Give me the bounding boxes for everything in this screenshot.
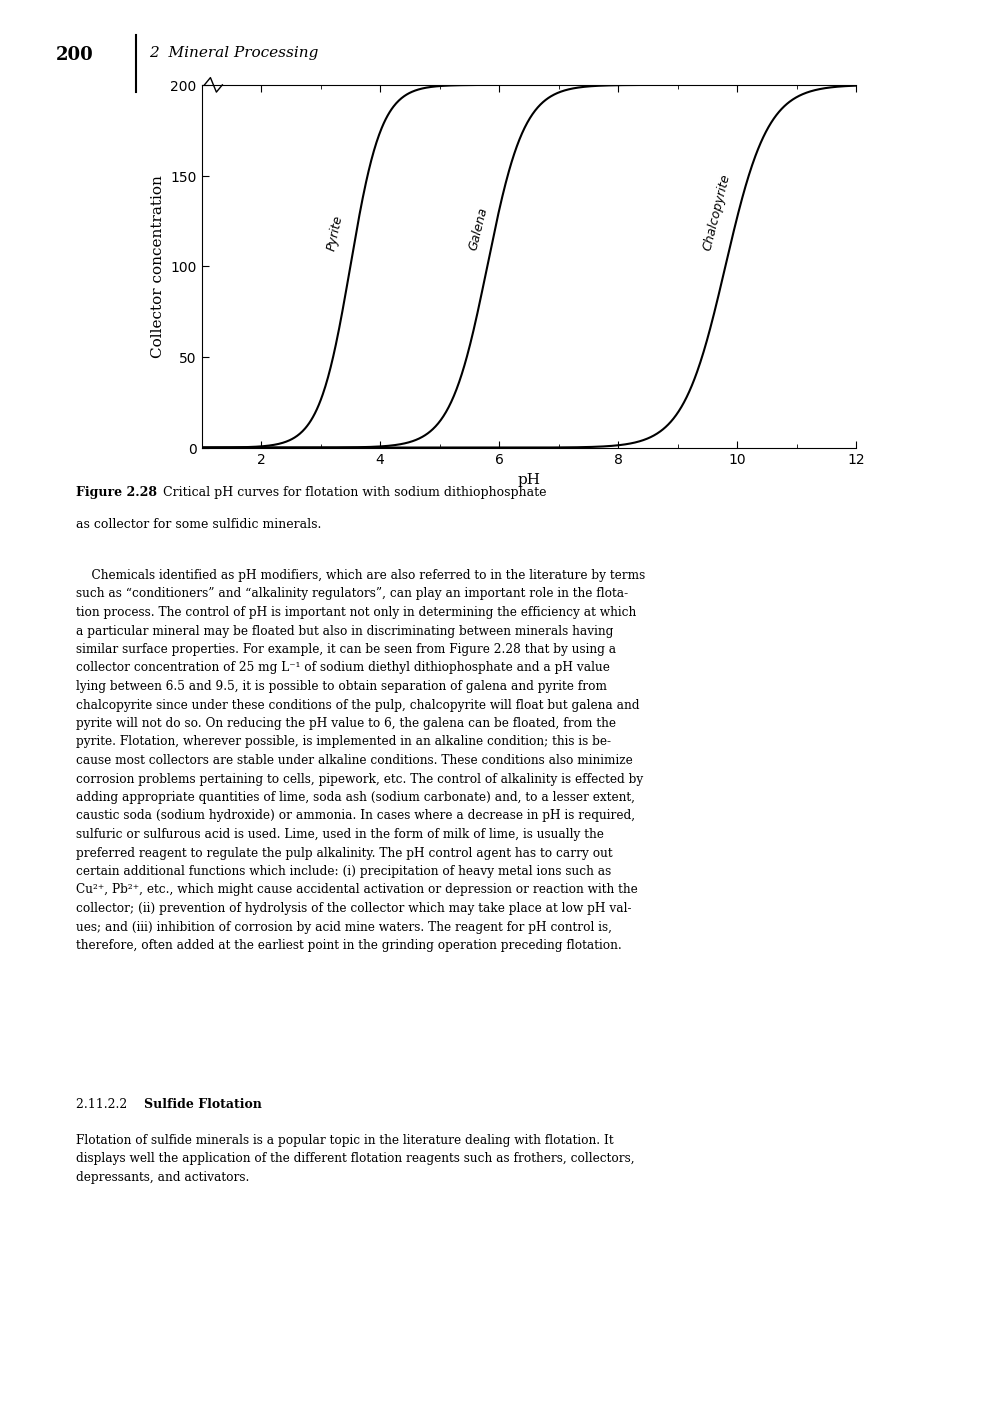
Text: 2.11.2.2: 2.11.2.2 <box>76 1098 135 1111</box>
Text: 2  Mineral Processing: 2 Mineral Processing <box>149 46 318 60</box>
Text: 200: 200 <box>55 46 93 64</box>
Text: Critical pH curves for flotation with sodium dithiophosphate: Critical pH curves for flotation with so… <box>151 486 547 499</box>
Text: Pyrite: Pyrite <box>325 215 345 252</box>
Text: Galena: Galena <box>466 206 489 252</box>
Text: as collector for some sulfidic minerals.: as collector for some sulfidic minerals. <box>76 518 321 530</box>
Text: Flotation of sulfide minerals is a popular topic in the literature dealing with : Flotation of sulfide minerals is a popul… <box>76 1133 633 1183</box>
X-axis label: pH: pH <box>518 472 540 486</box>
Text: Sulfide Flotation: Sulfide Flotation <box>144 1098 262 1111</box>
Text: Chemicals identified as pH modifiers, which are also referred to in the literatu: Chemicals identified as pH modifiers, wh… <box>76 569 644 951</box>
Text: Figure 2.28: Figure 2.28 <box>76 486 156 499</box>
Y-axis label: Collector concentration: Collector concentration <box>151 175 164 358</box>
Text: Chalcopyrite: Chalcopyrite <box>700 172 732 252</box>
